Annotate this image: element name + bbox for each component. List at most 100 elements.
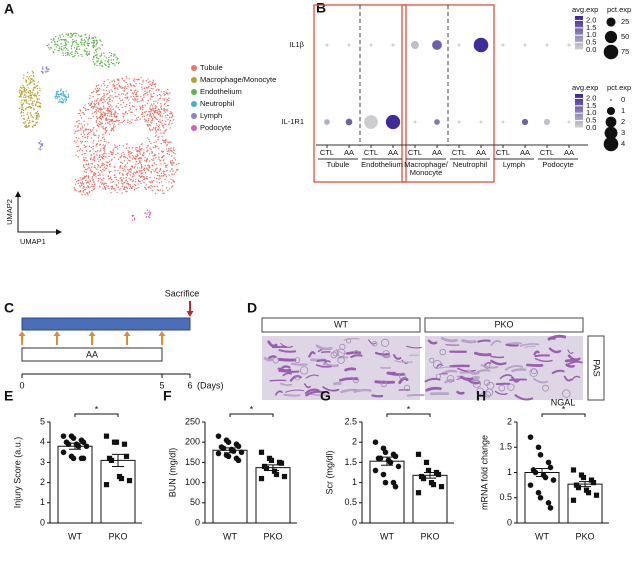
umap-point (150, 84, 153, 86)
umap-point (117, 152, 119, 154)
dot (385, 114, 401, 130)
umap-point (107, 107, 110, 110)
umap-point (138, 186, 140, 189)
data-point (425, 467, 432, 474)
umap-point (26, 119, 28, 121)
umap-point (129, 102, 131, 104)
umap-point (118, 93, 120, 96)
umap-point (92, 106, 95, 108)
umap-point (171, 173, 173, 175)
tissue-stain (511, 368, 527, 373)
tissue-stain (490, 340, 502, 347)
umap-point (88, 191, 91, 194)
umap-point (79, 41, 82, 44)
umap-point (158, 127, 160, 129)
umap-point (149, 180, 151, 183)
umap-point (156, 174, 159, 177)
umap-point (45, 66, 48, 68)
error-bar (224, 447, 236, 454)
y-tick-label: 0 (507, 517, 512, 527)
umap-point (19, 86, 22, 89)
data-point (80, 455, 87, 462)
umap-point (146, 157, 148, 160)
umap-point (102, 107, 105, 109)
umap-point (116, 58, 118, 61)
legend-swatch (191, 113, 197, 119)
umap-point (133, 85, 135, 87)
umap-point (145, 184, 147, 186)
data-point (263, 465, 270, 472)
umap-point (151, 95, 153, 98)
umap-point (145, 86, 148, 89)
y-axis-label: UMAP2 (5, 199, 14, 225)
umap-point (28, 92, 30, 94)
umap-point (146, 147, 148, 149)
umap-point (96, 112, 98, 114)
umap-point (73, 40, 76, 43)
umap-point (154, 135, 157, 138)
umap-point (131, 154, 134, 157)
tissue-stain (304, 388, 320, 395)
umap-point (155, 163, 157, 166)
umap-point (127, 181, 129, 183)
umap-point (103, 183, 105, 186)
umap-point (165, 92, 168, 95)
umap-point (67, 93, 70, 95)
umap-point (32, 71, 35, 74)
umap-point (95, 106, 97, 108)
umap-point (64, 38, 67, 41)
umap-point (152, 180, 155, 182)
umap-point (111, 152, 114, 154)
umap-point (111, 80, 113, 82)
umap-point (115, 184, 117, 186)
umap-point (156, 145, 158, 148)
umap-point (84, 193, 86, 196)
umap-point (134, 85, 136, 88)
umap-point (92, 134, 95, 136)
dot (364, 115, 378, 129)
umap-point (107, 101, 109, 103)
umap-point (163, 173, 166, 176)
umap-point (140, 148, 142, 150)
umap-point (111, 127, 113, 130)
umap-point (61, 45, 63, 48)
umap-point (86, 140, 89, 143)
umap-point (67, 96, 70, 98)
umap-point (86, 192, 88, 194)
umap-point (85, 150, 88, 152)
umap-point (162, 172, 165, 174)
umap-point (159, 159, 162, 162)
umap-point (109, 52, 111, 54)
umap-point (74, 178, 77, 181)
umap-point (110, 110, 113, 112)
umap-point (100, 118, 102, 121)
umap-point (104, 60, 106, 62)
umap-point (117, 182, 120, 184)
umap-point (24, 87, 26, 90)
umap-point (114, 146, 117, 148)
umap-point (97, 103, 100, 106)
umap-point (112, 55, 115, 57)
umap-point (77, 125, 79, 127)
umap-point (100, 53, 103, 55)
umap-point (119, 172, 121, 174)
umap-point (80, 140, 82, 142)
umap-point (99, 123, 101, 126)
umap-point (157, 172, 159, 174)
tissue-stain (566, 360, 583, 366)
umap-point (149, 112, 151, 115)
umap-point (106, 112, 108, 115)
umap-point (129, 183, 131, 186)
umap-point (62, 54, 64, 57)
umap-point (89, 128, 91, 130)
umap-point (112, 187, 115, 190)
umap-point (125, 147, 128, 150)
umap-point (110, 181, 112, 183)
umap-point (84, 140, 86, 143)
umap-point (120, 155, 123, 157)
umap-point (155, 130, 157, 132)
umap-point (54, 44, 56, 46)
umap-point (151, 181, 153, 183)
size-key (604, 30, 618, 44)
umap-point (129, 159, 131, 162)
